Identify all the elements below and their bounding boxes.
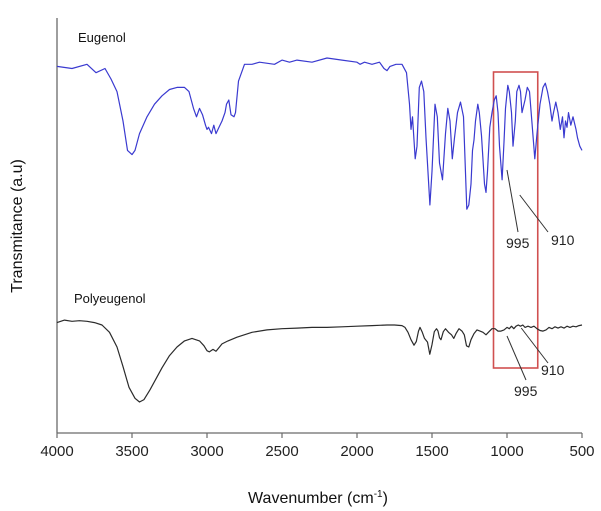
y-axis-label: Transmitance (a.u) <box>9 159 26 293</box>
x-tick-label: 2500 <box>265 443 298 460</box>
highlight-box-layer <box>492 71 539 369</box>
annotation-995-eugenol: 995 <box>506 235 530 251</box>
x-tick-label: 3500 <box>115 443 148 460</box>
annotation-995-polyeugenol: 995 <box>514 383 538 399</box>
axes <box>56 18 582 434</box>
annotation-910-eugenol: 910 <box>551 232 575 248</box>
series-line-eugenol <box>56 57 583 210</box>
x-tick-label: 1500 <box>415 443 448 460</box>
series-line-polyeugenol <box>56 319 583 403</box>
x-axis-label-main: Wavenumber (cm <box>248 490 374 507</box>
annotation-leaders <box>506 169 549 381</box>
annotation-leader-line <box>519 194 549 233</box>
series-label-polyeugenol: Polyeugenol <box>74 291 146 306</box>
x-tick-label: 1000 <box>490 443 523 460</box>
x-ticks: 4000 3500 3000 2500 2000 1500 1000 500 <box>40 433 595 460</box>
x-tick-label: 2000 <box>340 443 373 460</box>
series-layer <box>56 57 583 403</box>
x-axis-label: Wavenumber (cm-1) <box>248 489 388 507</box>
annotation-910-polyeugenol: 910 <box>541 362 565 378</box>
annotation-leader-line <box>506 169 519 233</box>
annotation-leader-line <box>506 335 527 381</box>
x-axis-label-superscript: -1 <box>374 489 383 500</box>
x-tick-label: 500 <box>569 443 594 460</box>
x-tick-label: 3000 <box>190 443 223 460</box>
highlight-box <box>492 71 539 369</box>
x-tick-label: 4000 <box>40 443 73 460</box>
x-axis-label-close: ) <box>383 490 388 507</box>
series-label-eugenol: Eugenol <box>78 30 126 45</box>
annotation-leader-line <box>520 327 549 364</box>
